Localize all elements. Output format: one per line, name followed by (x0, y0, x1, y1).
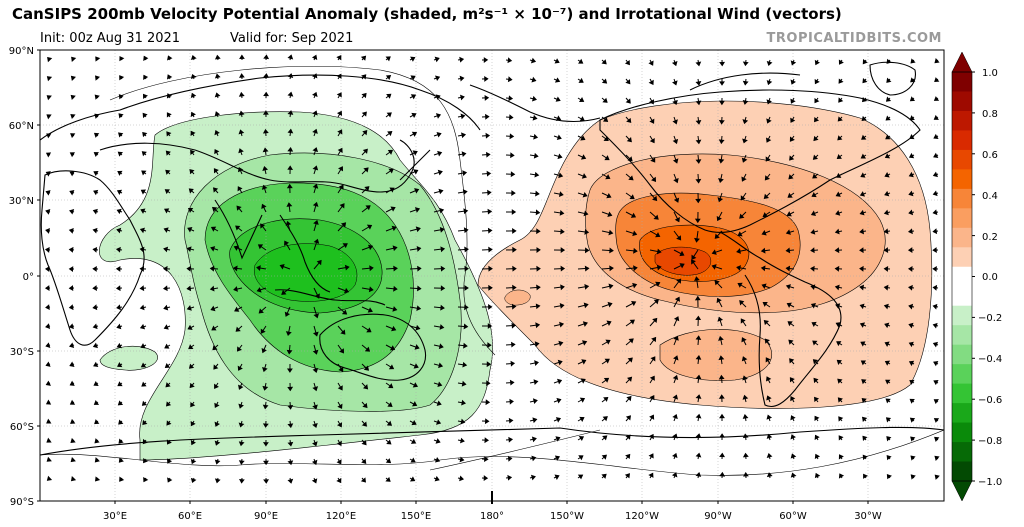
lat-axis: 90°N 60°N 30°N 0° 30°S 60°S 90°S (9, 46, 40, 508)
lon-label: 180° (480, 511, 504, 522)
lon-label: 30°E (103, 511, 127, 522)
lat-label: 90°N (9, 46, 34, 57)
valid-time: Valid for: Sep 2021 (230, 31, 354, 46)
colorbar-cell (952, 188, 972, 209)
colorbar-cell (952, 149, 972, 170)
lon-label: 60°E (178, 511, 202, 522)
colorbar-label: 1.0 (982, 68, 998, 79)
colorbar-label: 0.4 (982, 191, 998, 202)
colorbar-cell (952, 344, 972, 365)
colorbar-cell (952, 442, 972, 463)
lon-label: 150°W (550, 511, 584, 522)
colorbar-cell (952, 91, 972, 112)
colorbar-label: 0.6 (982, 150, 998, 161)
colorbar-label: −0.6 (978, 395, 1002, 406)
colorbar-cell (952, 286, 972, 307)
lon-label: 90°W (704, 511, 732, 522)
credit-watermark: TROPICALTIDBITS.COM (766, 31, 942, 46)
colorbar-cell (952, 130, 972, 151)
colorbar-label: −0.8 (978, 436, 1002, 447)
lon-label: 120°W (625, 511, 659, 522)
colorbar-cell (952, 422, 972, 443)
colorbar-label: −0.2 (978, 313, 1002, 324)
lon-label: 60°W (779, 511, 807, 522)
colorbar-cell (952, 72, 972, 92)
colorbar-cell (952, 305, 972, 326)
colorbar: 1.0 0.8 0.6 0.4 0.2 0.0 −0.2 −0.4 −0.6 −… (951, 51, 1002, 502)
colorbar-cell (952, 169, 972, 190)
colorbar-cell (952, 461, 972, 482)
colorbar-cell (952, 266, 972, 287)
colorbar-cell (952, 383, 972, 404)
lon-label: 30°W (854, 511, 882, 522)
zero-contours (40, 65, 944, 476)
lat-label: 60°S (10, 422, 34, 433)
colorbar-min-arrow (951, 480, 973, 502)
colorbar-cell (952, 208, 972, 229)
colorbar-cell (952, 247, 972, 268)
lat-label: 90°S (10, 497, 34, 508)
colorbar-label: −1.0 (978, 477, 1002, 488)
colorbar-label: 0.0 (982, 272, 998, 283)
wind-vectors (44, 54, 940, 484)
lon-label: 120°E (326, 511, 356, 522)
lon-label: 90°E (254, 511, 278, 522)
lat-label: 0° (23, 272, 34, 283)
positive-anomaly-region (477, 100, 933, 409)
colorbar-label: 0.2 (982, 232, 998, 243)
chart-title: CanSIPS 200mb Velocity Potential Anomaly… (12, 5, 842, 23)
lat-label: 60°N (9, 121, 34, 132)
lon-axis: 30°E 60°E 90°E 120°E 150°E 180° 150°W 12… (103, 491, 882, 522)
colorbar-max-arrow (951, 51, 973, 73)
colorbar-cell (952, 403, 972, 424)
colorbar-label: 0.8 (982, 109, 998, 120)
colorbar-cell (952, 364, 972, 385)
lat-label: 30°S (10, 347, 34, 358)
colorbar-label: −0.4 (978, 354, 1002, 365)
colorbar-cell (952, 325, 972, 346)
lon-label: 150°E (401, 511, 431, 522)
lat-label: 30°N (9, 196, 34, 207)
map-area (40, 50, 944, 501)
colorbar-cell (952, 110, 972, 131)
colorbar-cell (952, 227, 972, 248)
init-time: Init: 00z Aug 31 2021 (40, 31, 181, 46)
